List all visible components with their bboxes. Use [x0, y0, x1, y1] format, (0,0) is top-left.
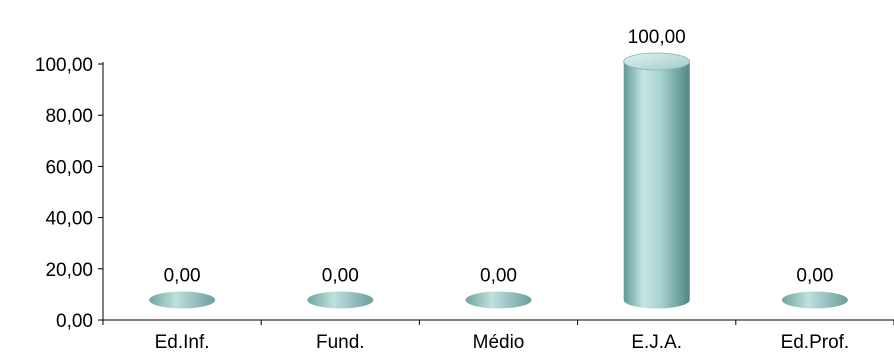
data-label: 100,00 — [628, 27, 686, 48]
bar-disk — [465, 291, 532, 309]
y-axis-ticks: 0,00 20,00 40,00 60,00 80,00 100,00 — [35, 55, 103, 332]
x-category-label: Ed.Prof. — [781, 332, 850, 353]
y-tick-label: 40,00 — [45, 209, 93, 230]
y-tick-label: 20,00 — [45, 260, 93, 281]
data-label: 0,00 — [796, 266, 833, 287]
x-category-label: Fund. — [316, 332, 365, 353]
data-label: 0,00 — [480, 266, 517, 287]
data-label: 0,00 — [164, 266, 201, 287]
y-tick-label: 100,00 — [35, 55, 93, 76]
y-tick-label: 0,00 — [56, 311, 93, 332]
x-category-label: E.J.A. — [631, 332, 682, 353]
x-axis-ticks: Ed.Inf. Fund. Médio E.J.A. Ed.Prof. — [102, 320, 894, 353]
bar-disk — [307, 291, 374, 309]
bar — [149, 291, 216, 309]
bar — [623, 52, 691, 309]
axes — [102, 62, 894, 321]
bar-disk — [781, 291, 848, 309]
y-tick-label: 60,00 — [45, 157, 93, 178]
bar — [307, 291, 374, 309]
x-category-label: Médio — [473, 332, 525, 353]
x-category-label: Ed.Inf. — [155, 332, 210, 353]
data-label: 0,00 — [322, 266, 359, 287]
bar — [781, 291, 848, 309]
data-labels: 0,00 0,00 0,00 100,00 0,00 — [164, 27, 834, 287]
bar-cap — [623, 52, 691, 71]
y-tick-label: 80,00 — [45, 106, 93, 127]
bar — [465, 291, 532, 309]
bar-body — [623, 61, 690, 309]
bars — [149, 52, 848, 309]
bar-disk — [149, 291, 216, 309]
